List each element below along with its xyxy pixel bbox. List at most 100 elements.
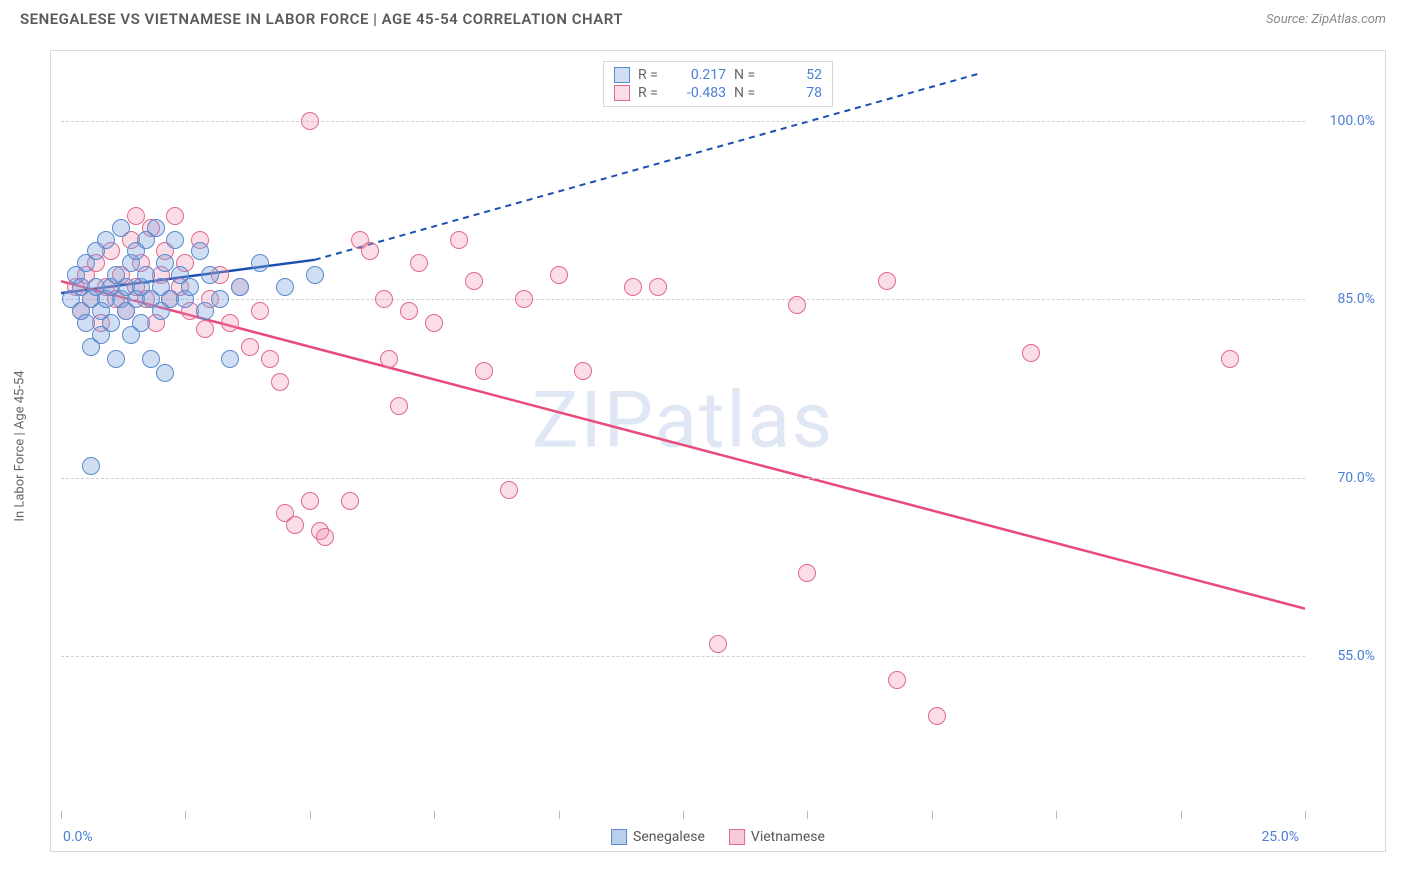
r-label: R =: [638, 85, 666, 101]
scatter-point: [306, 266, 324, 284]
legend-label: Vietnamese: [751, 829, 825, 845]
scatter-point: [191, 242, 209, 260]
scatter-point: [515, 290, 533, 308]
x-tick-max: 25.0%: [1261, 829, 1299, 845]
scatter-point: [211, 290, 229, 308]
scatter-point: [550, 266, 568, 284]
scatter-point: [97, 231, 115, 249]
scatter-point: [261, 350, 279, 368]
x-tick: [1181, 811, 1182, 819]
series-legend: Senegalese Vietnamese: [611, 829, 825, 845]
scatter-point: [196, 302, 214, 320]
swatch-vietnamese: [729, 829, 745, 845]
r-value-vietnamese: -0.483: [674, 85, 726, 101]
scatter-point: [102, 314, 120, 332]
scatter-point: [709, 635, 727, 653]
correlation-legend: R = 0.217 N = 52 R = -0.483 N = 78: [603, 61, 833, 107]
scatter-point: [147, 219, 165, 237]
r-label: R =: [638, 67, 666, 83]
scatter-point: [82, 457, 100, 475]
r-value-senegalese: 0.217: [674, 67, 726, 83]
correlation-row-senegalese: R = 0.217 N = 52: [614, 66, 822, 84]
scatter-point: [500, 481, 518, 499]
scatter-point: [142, 350, 160, 368]
scatter-point: [465, 272, 483, 290]
trend-lines: [61, 61, 1305, 811]
n-label: N =: [734, 67, 762, 83]
scatter-point: [400, 302, 418, 320]
scatter-point: [574, 362, 592, 380]
chart-title: SENEGALESE VS VIETNAMESE IN LABOR FORCE …: [20, 10, 623, 28]
scatter-point: [1221, 350, 1239, 368]
scatter-point: [649, 278, 667, 296]
x-tick: [559, 811, 560, 819]
gridline: [61, 299, 1305, 300]
scatter-point: [221, 314, 239, 332]
scatter-point: [271, 373, 289, 391]
scatter-point: [878, 272, 896, 290]
x-tick: [434, 811, 435, 819]
y-tick-label: 85.0%: [1337, 291, 1375, 307]
n-value-senegalese: 52: [770, 67, 822, 83]
x-tick: [310, 811, 311, 819]
correlation-row-vietnamese: R = -0.483 N = 78: [614, 84, 822, 102]
scatter-point: [475, 362, 493, 380]
swatch-senegalese: [611, 829, 627, 845]
x-tick: [1056, 811, 1057, 819]
legend-item-senegalese: Senegalese: [611, 829, 705, 845]
scatter-point: [251, 254, 269, 272]
scatter-point: [166, 207, 184, 225]
scatter-point: [251, 302, 269, 320]
swatch-vietnamese: [614, 85, 630, 101]
x-tick: [683, 811, 684, 819]
plot-area: ZIPatlas: [61, 61, 1305, 811]
watermark: ZIPatlas: [532, 376, 834, 467]
scatter-point: [888, 671, 906, 689]
scatter-point: [316, 528, 334, 546]
scatter-point: [788, 296, 806, 314]
x-tick: [185, 811, 186, 819]
scatter-point: [798, 564, 816, 582]
scatter-point: [410, 254, 428, 272]
scatter-point: [450, 231, 468, 249]
y-axis-label: In Labor Force | Age 45-54: [13, 370, 28, 521]
n-label: N =: [734, 85, 762, 101]
scatter-point: [380, 350, 398, 368]
scatter-point: [928, 707, 946, 725]
scatter-point: [132, 314, 150, 332]
scatter-point: [1022, 344, 1040, 362]
scatter-point: [341, 492, 359, 510]
source-label: Source: ZipAtlas.com: [1266, 12, 1386, 27]
y-tick-label: 55.0%: [1337, 648, 1375, 664]
scatter-point: [166, 231, 184, 249]
y-tick-label: 100.0%: [1330, 113, 1375, 129]
swatch-senegalese: [614, 67, 630, 83]
gridline: [61, 656, 1305, 657]
scatter-point: [156, 364, 174, 382]
scatter-point: [375, 290, 393, 308]
legend-item-vietnamese: Vietnamese: [729, 829, 825, 845]
scatter-point: [112, 219, 130, 237]
scatter-point: [201, 266, 219, 284]
gridline: [61, 121, 1305, 122]
scatter-point: [241, 338, 259, 356]
scatter-point: [196, 320, 214, 338]
x-tick: [932, 811, 933, 819]
scatter-point: [231, 278, 249, 296]
scatter-point: [301, 492, 319, 510]
scatter-point: [361, 242, 379, 260]
scatter-point: [276, 278, 294, 296]
scatter-point: [221, 350, 239, 368]
scatter-point: [107, 350, 125, 368]
chart-container: ZIPatlas R = 0.217 N = 52 R = -0.483 N =…: [50, 50, 1386, 852]
scatter-point: [425, 314, 443, 332]
x-tick: [807, 811, 808, 819]
n-value-vietnamese: 78: [770, 85, 822, 101]
legend-label: Senegalese: [633, 829, 705, 845]
scatter-point: [390, 397, 408, 415]
x-tick: [1305, 811, 1306, 819]
scatter-point: [286, 516, 304, 534]
y-tick-label: 70.0%: [1337, 470, 1375, 486]
gridline: [61, 478, 1305, 479]
scatter-point: [624, 278, 642, 296]
